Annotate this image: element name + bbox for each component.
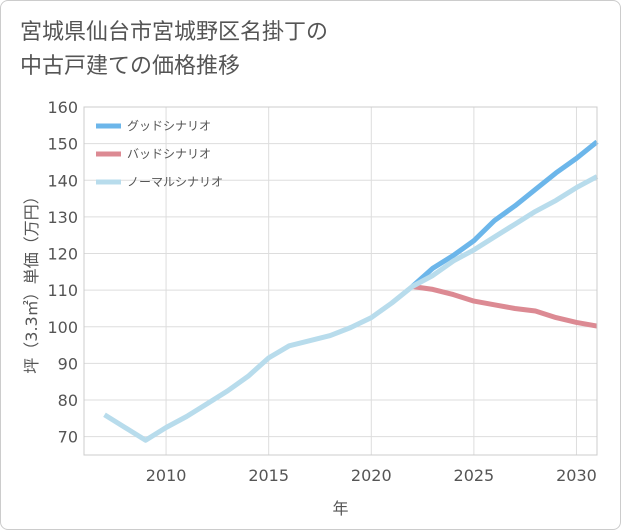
legend-good: グッドシナリオ — [96, 119, 211, 133]
chart-title-line2: 中古戸建ての価格推移 — [20, 54, 241, 79]
y-tick-label: 160 — [47, 98, 78, 117]
normal-scenario-line — [103, 174, 599, 443]
chart-title-line1: 宮城県仙台市宮城野区名掛丁の — [20, 20, 329, 45]
bad-scenario-line — [411, 284, 598, 329]
x-tick-label: 2010 — [146, 466, 187, 485]
y-tick-label: 130 — [47, 208, 78, 227]
tick-labels: 2010 2015 2020 2025 2030 70 80 90 100 110 120 130 14… — [47, 98, 596, 485]
legend-normal: ノーマルシナリオ — [96, 175, 223, 189]
y-axis-label: 坪（3.3㎡）単価（万円） — [22, 188, 41, 373]
y-tick-label: 100 — [47, 318, 78, 337]
y-tick-label: 80 — [58, 391, 78, 410]
chart-title: 宮城県仙台市宮城野区名掛丁の 中古戸建ての価格推移 — [20, 16, 328, 84]
x-tick-label: 2025 — [454, 466, 495, 485]
legend-label: グッドシナリオ — [127, 119, 211, 133]
x-tick-label: 2030 — [556, 466, 597, 485]
y-tick-label: 90 — [58, 354, 78, 373]
y-tick-label: 150 — [47, 135, 78, 154]
x-axis-label: 年 — [332, 499, 348, 518]
y-tick-label: 120 — [47, 245, 78, 264]
y-tick-label: 70 — [58, 428, 78, 447]
plot-border — [83, 106, 598, 456]
legend-bad: バッドシナリオ — [96, 147, 211, 161]
y-tick-label: 140 — [47, 171, 78, 190]
x-tick-label: 2015 — [248, 466, 289, 485]
legend-label: バッドシナリオ — [127, 147, 211, 161]
series-lines — [103, 139, 599, 443]
good-scenario-line — [410, 139, 599, 289]
legend-label: ノーマルシナリオ — [127, 175, 223, 189]
x-tick-label: 2020 — [351, 466, 392, 485]
y-tick-label: 110 — [47, 281, 78, 300]
